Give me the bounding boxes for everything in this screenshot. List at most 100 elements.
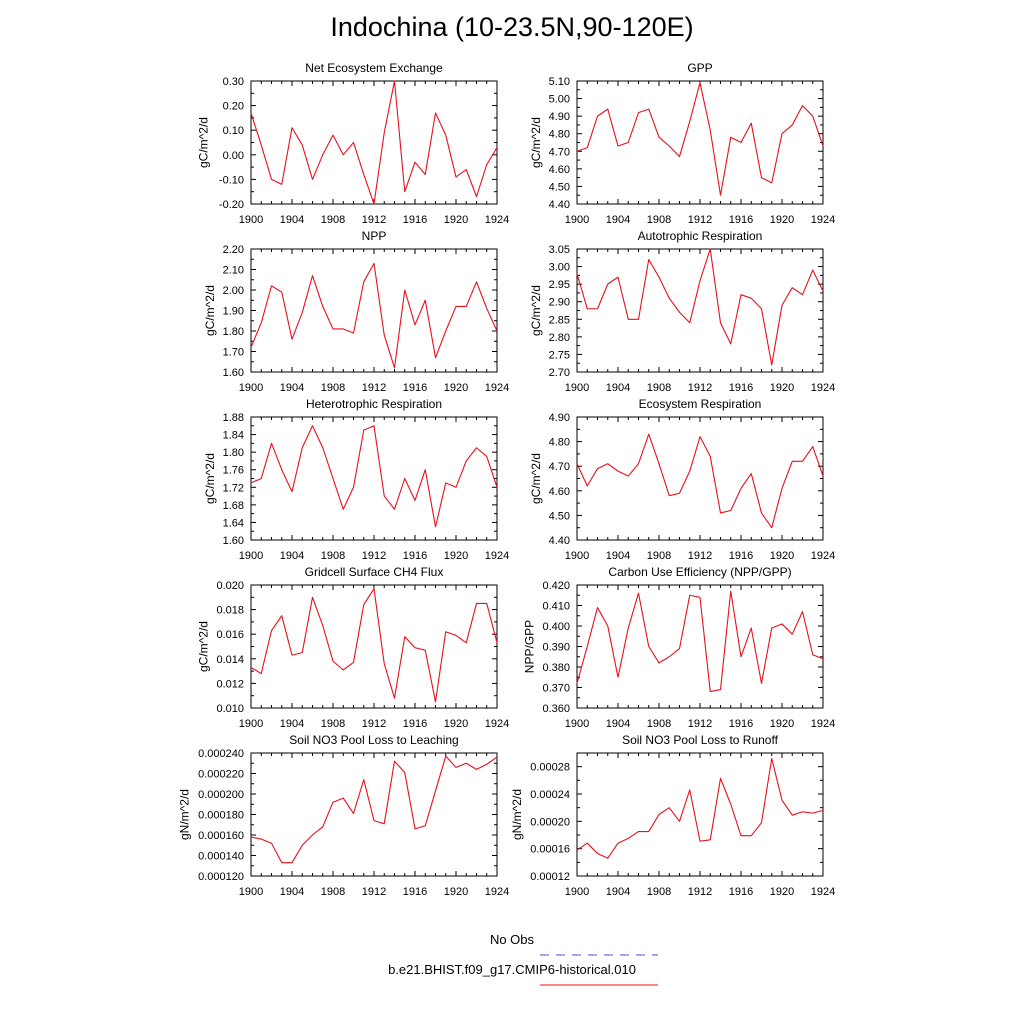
x-tick-label: 1908 <box>321 718 345 730</box>
x-tick-label: 1924 <box>811 886 835 898</box>
x-tick-label: 1912 <box>688 886 712 898</box>
x-tick-label: 1924 <box>811 382 835 394</box>
chart-panel-8: Carbon Use Efficiency (NPP/GPP) 1900 1904 1… <box>523 565 836 730</box>
y-tick-label: -0.10 <box>219 174 244 186</box>
y-tick-label: 0.000180 <box>198 810 244 822</box>
y-axis-label: gN/m^2/d <box>510 789 524 840</box>
y-tick-label: 0.00016 <box>530 844 570 856</box>
y-tick-label: 0.00028 <box>530 762 570 774</box>
x-tick-label: 1908 <box>321 382 345 394</box>
plot-frame <box>250 416 498 541</box>
y-tick-label: -0.20 <box>219 199 244 211</box>
legend-label-model-run: b.e21.BHIST.f09_g17.CMIP6-historical.010 <box>388 962 636 977</box>
plot-frame <box>250 248 498 373</box>
y-tick-label: 0.000120 <box>198 871 244 883</box>
y-tick-label: 4.60 <box>549 164 570 176</box>
x-tick-label: 1900 <box>239 214 263 226</box>
x-tick-label: 1900 <box>239 718 263 730</box>
x-tick-label: 1904 <box>606 886 630 898</box>
y-tick-label: 0.00020 <box>530 816 570 828</box>
panel-title: Soil NO3 Pool Loss to Leaching <box>289 733 458 747</box>
x-tick-label: 1912 <box>362 550 386 562</box>
panel-title: GPP <box>687 61 712 75</box>
x-tick-label: 1920 <box>444 718 468 730</box>
chart-panel-2: GPP 1900 1904 1908 1912 1916 1920 1924 4.40 4.50 4… <box>529 61 835 226</box>
y-tick-label: 4.70 <box>549 461 570 473</box>
y-tick-label: 0.018 <box>216 605 244 617</box>
y-tick-label: 1.64 <box>223 517 244 529</box>
y-tick-label: 1.70 <box>223 347 244 359</box>
chart-panel-1: Net Ecosystem Exchange 1900 1904 1908 1912 19… <box>197 61 510 226</box>
y-tick-label: 4.40 <box>549 535 570 547</box>
x-tick-label: 1908 <box>321 214 345 226</box>
x-tick-label: 1924 <box>485 214 509 226</box>
x-tick-label: 1916 <box>403 382 427 394</box>
series-line-1 <box>576 248 824 366</box>
x-tick-label: 1904 <box>606 382 630 394</box>
series-line-1 <box>576 757 824 859</box>
y-tick-label: 5.00 <box>549 94 570 106</box>
y-axis-label: gC/m^2/d <box>529 453 543 504</box>
y-tick-label: 0.014 <box>216 654 244 666</box>
panel-title: Gridcell Surface CH4 Flux <box>305 565 444 579</box>
x-tick-label: 1916 <box>729 550 753 562</box>
x-tick-label: 1912 <box>688 382 712 394</box>
series-line-1 <box>576 433 824 529</box>
y-tick-label: 0.00024 <box>530 789 570 801</box>
chart-panel-3: NPP 1900 1904 1908 1912 1916 1920 1924 1.60 1.70 1… <box>203 229 509 394</box>
y-axis-label: gC/m^2/d <box>203 453 217 504</box>
x-tick-label: 1912 <box>362 886 386 898</box>
x-tick-label: 1908 <box>647 550 671 562</box>
y-tick-label: 2.85 <box>549 314 570 326</box>
y-tick-label: 4.70 <box>549 146 570 158</box>
x-tick-label: 1904 <box>280 718 304 730</box>
y-tick-label: 2.90 <box>549 297 570 309</box>
y-tick-label: 4.90 <box>549 412 570 424</box>
y-tick-label: 0.00012 <box>530 871 570 883</box>
series-line-1 <box>250 588 498 703</box>
plot-frame <box>250 584 498 709</box>
y-tick-label: 1.80 <box>223 447 244 459</box>
y-tick-label: 4.50 <box>549 510 570 522</box>
plot-frame <box>576 584 824 709</box>
figure-title: Indochina (10-23.5N,90-120E) <box>330 12 694 42</box>
x-tick-label: 1908 <box>647 886 671 898</box>
x-tick-label: 1916 <box>729 718 753 730</box>
x-tick-label: 1908 <box>647 718 671 730</box>
y-tick-label: 4.80 <box>549 129 570 141</box>
y-tick-label: 4.40 <box>549 199 570 211</box>
chart-panel-5: Heterotrophic Respiration 1900 1904 1908 191… <box>203 397 509 562</box>
x-tick-label: 1924 <box>811 550 835 562</box>
x-tick-label: 1908 <box>647 214 671 226</box>
x-tick-label: 1920 <box>770 382 794 394</box>
x-tick-label: 1920 <box>444 550 468 562</box>
y-tick-label: 0.00 <box>223 150 244 162</box>
x-tick-label: 1924 <box>811 718 835 730</box>
x-tick-label: 1904 <box>280 550 304 562</box>
y-tick-label: 2.70 <box>549 367 570 379</box>
x-tick-label: 1900 <box>565 214 589 226</box>
y-axis-label: gN/m^2/d <box>178 789 192 840</box>
y-tick-label: 0.370 <box>542 683 570 695</box>
y-tick-label: 4.90 <box>549 111 570 123</box>
x-tick-label: 1904 <box>606 214 630 226</box>
y-tick-label: 1.60 <box>223 367 244 379</box>
series-line-1 <box>250 755 498 864</box>
x-tick-label: 1912 <box>688 718 712 730</box>
y-tick-label: 1.68 <box>223 500 244 512</box>
x-tick-label: 1920 <box>770 550 794 562</box>
y-tick-label: 0.400 <box>542 621 570 633</box>
y-tick-label: 0.016 <box>216 629 244 641</box>
series-line-1 <box>250 80 498 205</box>
y-axis-label: gC/m^2/d <box>529 285 543 336</box>
y-tick-label: 0.020 <box>216 580 244 592</box>
y-axis-label: gC/m^2/d <box>197 621 211 672</box>
plot-frame <box>576 248 824 373</box>
x-tick-label: 1908 <box>321 886 345 898</box>
y-tick-label: 0.012 <box>216 678 244 690</box>
x-tick-label: 1916 <box>729 214 753 226</box>
series-line-1 <box>250 262 498 369</box>
y-tick-label: 0.410 <box>542 601 570 613</box>
x-tick-label: 1904 <box>606 550 630 562</box>
